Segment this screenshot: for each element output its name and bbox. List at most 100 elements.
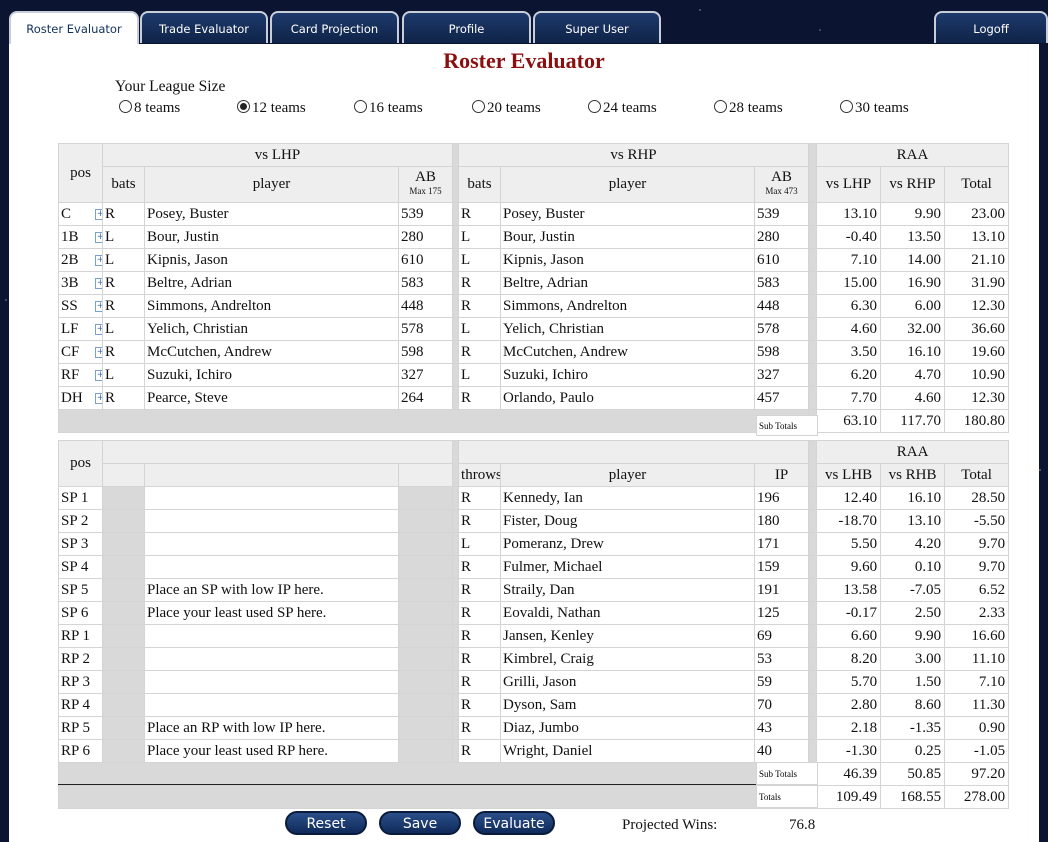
ab-lhp-input[interactable]: 327 [398,363,453,387]
blank-cell [397,670,454,694]
tab-card-projection[interactable]: Card Projection [270,11,399,43]
radio-circle-selected[interactable] [237,100,250,113]
pitcher-input[interactable]: Eovaldi, Nathan [500,601,756,625]
expand-plus-icon[interactable]: + [95,255,102,266]
radio-circle[interactable] [588,100,601,113]
ip-input[interactable]: 191 [754,578,810,602]
reset-button[interactable]: Reset [285,811,367,835]
pitcher-input[interactable]: Wright, Daniel [500,739,756,763]
ab-lhp-input[interactable]: 539 [398,202,453,226]
player-lhp-input[interactable]: Suzuki, Ichiro [144,363,399,387]
ip-input[interactable]: 171 [754,532,810,556]
tab-logoff[interactable]: Logoff [934,11,1048,43]
expand-plus-icon[interactable]: + [95,393,102,404]
expand-plus-icon[interactable]: + [95,324,102,335]
player-lhp-input[interactable]: Simmons, Andrelton [144,294,399,318]
radio-circle[interactable] [840,100,853,113]
expand-plus-icon[interactable]: + [95,209,102,220]
ab-lhp-input[interactable]: 610 [398,248,453,272]
raa-total: 16.60 [944,624,1010,648]
expand-plus-icon[interactable]: + [95,278,102,289]
player-lhp-input[interactable]: Yelich, Christian [144,317,399,341]
radio-circle[interactable] [119,100,132,113]
ab-lhp-input[interactable]: 583 [398,271,453,295]
player-header: player [500,166,755,203]
pitcher-input[interactable]: Fulmer, Michael [500,555,756,579]
ab-rhp-input[interactable]: 539 [754,202,809,226]
tab-trade-evaluator[interactable]: Trade Evaluator [140,11,268,43]
ab-rhp-input[interactable]: 280 [754,225,809,249]
radio-30-teams[interactable]: 30 teams [840,100,909,117]
pitcher-input[interactable]: Pomeranz, Drew [500,532,756,556]
ip-input[interactable]: 180 [754,509,810,533]
ab-rhp-input[interactable]: 448 [754,294,809,318]
evaluate-button[interactable]: Evaluate [473,811,555,835]
ip-input[interactable]: 59 [754,670,810,694]
radio-circle[interactable] [354,100,367,113]
ip-input[interactable]: 196 [754,486,810,510]
player-lhp-input[interactable]: Posey, Buster [144,202,399,226]
expand-plus-icon[interactable]: + [95,370,102,381]
ip-input[interactable]: 43 [754,716,810,740]
tab-profile[interactable]: Profile [402,11,531,43]
pitcher-input[interactable]: Fister, Doug [500,509,756,533]
player-lhp-input[interactable]: McCutchen, Andrew [144,340,399,364]
player-rhp-input[interactable]: Yelich, Christian [500,317,755,341]
radio-28-teams[interactable]: 28 teams [714,100,783,117]
player-lhp-input[interactable]: Beltre, Adrian [144,271,399,295]
raa-vs-lhb: 6.60 [816,624,882,648]
expand-plus-icon[interactable]: + [95,232,102,243]
player-rhp-input[interactable]: McCutchen, Andrew [500,340,755,364]
pitcher-input[interactable]: Dyson, Sam [500,693,756,717]
ab-lhp-input[interactable]: 264 [398,386,453,410]
placement-note [144,670,399,694]
pitcher-input[interactable]: Grilli, Jason [500,670,756,694]
player-lhp-input[interactable]: Bour, Justin [144,225,399,249]
ab-lhp-input[interactable]: 280 [398,225,453,249]
ab-rhp-input[interactable]: 598 [754,340,809,364]
player-rhp-input[interactable]: Posey, Buster [500,202,755,226]
radio-24-teams[interactable]: 24 teams [588,100,657,117]
expand-plus-icon[interactable]: + [95,301,102,312]
pitcher-input[interactable]: Kennedy, Ian [500,486,756,510]
expand-plus-icon[interactable]: + [95,347,102,358]
radio-circle[interactable] [714,100,727,113]
ab-lhp-input[interactable]: 578 [398,317,453,341]
ip-input[interactable]: 125 [754,601,810,625]
ab-lhp-input[interactable]: 448 [398,294,453,318]
raa-vs-lhb: -1.30 [816,739,882,763]
player-rhp-input[interactable]: Orlando, Paulo [500,386,755,410]
radio-16-teams[interactable]: 16 teams [354,100,423,117]
ip-input[interactable]: 40 [754,739,810,763]
radio-8-teams[interactable]: 8 teams [119,100,180,117]
save-button[interactable]: Save [379,811,461,835]
tab-roster-evaluator[interactable]: Roster Evaluator [9,11,139,46]
ab-rhp-input[interactable]: 457 [754,386,809,410]
ip-input[interactable]: 53 [754,647,810,671]
tab-super-user[interactable]: Super User [533,11,661,43]
pitcher-input[interactable]: Diaz, Jumbo [500,716,756,740]
ab-rhp-input[interactable]: 578 [754,317,809,341]
ip-input[interactable]: 69 [754,624,810,648]
player-lhp-input[interactable]: Kipnis, Jason [144,248,399,272]
player-lhp-input[interactable]: Pearce, Steve [144,386,399,410]
ab-rhp-input[interactable]: 610 [754,248,809,272]
ab-rhp-input[interactable]: 327 [754,363,809,387]
ab-lhp-input[interactable]: 598 [398,340,453,364]
pos-cell: RP 4 [58,693,103,717]
pitcher-input[interactable]: Jansen, Kenley [500,624,756,648]
player-rhp-input[interactable]: Simmons, Andrelton [500,294,755,318]
radio-circle[interactable] [472,100,485,113]
ab-rhp-input[interactable]: 583 [754,271,809,295]
player-rhp-input[interactable]: Bour, Justin [500,225,755,249]
subtotal-vs-lhp: 63.10 [816,409,881,433]
ip-input[interactable]: 159 [754,555,810,579]
radio-12-teams[interactable]: 12 teams [237,100,306,117]
player-rhp-input[interactable]: Suzuki, Ichiro [500,363,755,387]
pitcher-input[interactable]: Kimbrel, Craig [500,647,756,671]
player-rhp-input[interactable]: Kipnis, Jason [500,248,755,272]
player-rhp-input[interactable]: Beltre, Adrian [500,271,755,295]
ip-input[interactable]: 70 [754,693,810,717]
pitcher-input[interactable]: Straily, Dan [500,578,756,602]
radio-20-teams[interactable]: 20 teams [472,100,541,117]
